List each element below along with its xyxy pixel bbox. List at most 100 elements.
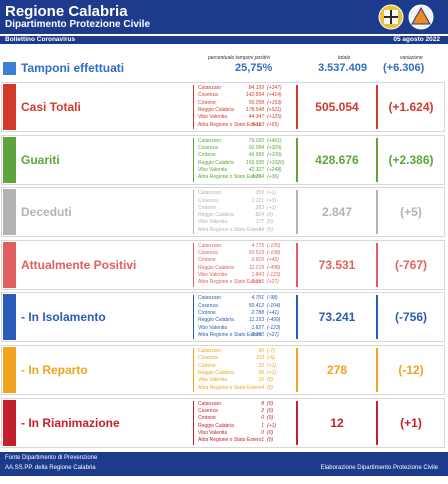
divider xyxy=(296,190,298,235)
section-total: 505.054 xyxy=(315,100,359,114)
section-change: (+5) xyxy=(400,205,422,220)
column-header: totale xyxy=(338,55,351,61)
place: Reggio Calabria xyxy=(198,106,234,113)
divider xyxy=(296,137,298,182)
place: Vibo Valentia xyxy=(198,429,228,436)
place: Cosenza xyxy=(198,144,218,151)
section-box xyxy=(1,187,445,238)
header xyxy=(0,0,448,34)
value: 4 xyxy=(261,384,264,391)
change: (+1) xyxy=(267,422,277,429)
value: 66 xyxy=(258,348,264,354)
divider xyxy=(376,295,378,340)
section-marker xyxy=(3,189,16,236)
footer xyxy=(0,452,448,476)
value: 2.360 xyxy=(251,331,264,338)
section-label: - In Reparto xyxy=(21,363,88,377)
value: 11.153 xyxy=(249,317,264,324)
section-marker xyxy=(3,294,16,341)
change: (0) xyxy=(267,400,274,407)
value: 283 xyxy=(255,204,264,211)
place: Catanzaro xyxy=(198,137,222,144)
value: 1.843 xyxy=(251,272,264,278)
section-label: Attualmente Positivi xyxy=(21,257,137,272)
section-label: Casi Totali xyxy=(21,100,81,114)
date: 05 agosto 2022 xyxy=(393,36,440,43)
value: 359 xyxy=(255,190,264,197)
value: 11.219 xyxy=(249,264,264,271)
place: Altra Regione o Stato Estero xyxy=(198,174,262,181)
divider xyxy=(376,190,378,235)
change: (0) xyxy=(267,437,274,444)
place: Reggio Calabria xyxy=(198,317,234,324)
section-box xyxy=(1,134,445,185)
divider xyxy=(296,85,298,129)
change: (+27) xyxy=(267,331,279,338)
value: 1 xyxy=(261,437,264,444)
change: (0) xyxy=(267,377,274,384)
footer-source: Fonte Dipartimento di Prevenzione xyxy=(5,455,98,461)
divider xyxy=(376,400,378,445)
value: 103 xyxy=(255,355,264,362)
tests-percent: 25,75% xyxy=(235,62,273,74)
divider xyxy=(296,295,298,340)
value: 50.412 xyxy=(248,302,264,309)
place: Reggio Calabria xyxy=(198,264,234,271)
section-total: 73.531 xyxy=(318,257,356,272)
change: (+27) xyxy=(267,279,279,286)
divider xyxy=(193,295,194,340)
divider xyxy=(193,400,194,445)
value: 50.519 xyxy=(248,250,264,257)
change: (+125) xyxy=(267,114,282,121)
place: Vibo Valentia xyxy=(198,324,228,331)
change: (+414) xyxy=(267,92,282,99)
change: (-98) xyxy=(267,295,278,302)
section-change: (-756) xyxy=(394,310,427,325)
place: Cosenza xyxy=(198,197,218,204)
value: 1.221 xyxy=(251,197,264,204)
divider xyxy=(376,137,378,182)
change: (+1) xyxy=(267,362,277,369)
value: 4.775 xyxy=(251,242,264,249)
footer-credit: Elaborazione Dipartimento Protezione Civ… xyxy=(320,465,438,471)
place: Altra Regione o Stato Estero xyxy=(198,121,262,128)
section-total: 428.676 xyxy=(315,152,359,167)
change: (+329) xyxy=(267,144,282,151)
divider xyxy=(193,137,194,182)
place: Crotone xyxy=(198,204,216,211)
value: 824 xyxy=(255,212,264,219)
change: (+461) xyxy=(267,137,282,144)
section-box xyxy=(1,239,445,290)
value: 166.935 xyxy=(245,159,264,166)
value: 8 xyxy=(261,400,264,407)
tests-marker xyxy=(3,62,16,75)
place: Vibo Valentia xyxy=(198,272,228,278)
value: 1 xyxy=(261,422,264,429)
value: 16 xyxy=(258,377,264,384)
value: 2.365 xyxy=(251,279,264,286)
place: Vibo Valentia xyxy=(198,114,228,121)
value: 42.327 xyxy=(248,166,264,173)
value: 22 xyxy=(258,362,264,369)
place: Cosenza xyxy=(198,302,218,309)
title: Regione Calabria xyxy=(5,3,128,20)
place: Catanzaro xyxy=(198,85,222,91)
change: (+3) xyxy=(267,197,277,204)
bulletin: Bollettino Coronavirus xyxy=(5,36,76,43)
change: (-499) xyxy=(267,317,281,324)
change: (-105) xyxy=(267,242,281,249)
place: Crotone xyxy=(198,310,216,316)
section-marker xyxy=(3,84,16,130)
change: (0) xyxy=(267,212,274,219)
place: Crotone xyxy=(198,257,216,264)
change: (-123) xyxy=(267,324,281,331)
logos xyxy=(378,4,434,30)
divider xyxy=(193,190,194,235)
section-marker xyxy=(3,136,16,183)
change: (0) xyxy=(267,407,274,414)
place: Reggio Calabria xyxy=(198,422,234,429)
place: Crotone xyxy=(198,362,216,369)
change: (+36) xyxy=(267,174,279,181)
section-change: (-12) xyxy=(398,363,424,377)
